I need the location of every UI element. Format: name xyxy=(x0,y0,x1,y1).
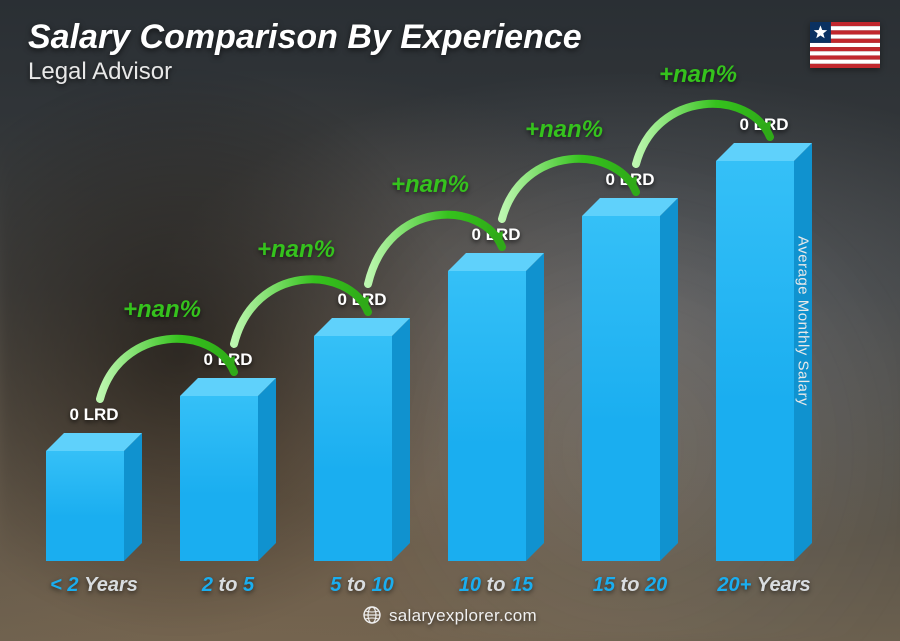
delta-arc xyxy=(616,77,790,182)
delta-label: +nan% xyxy=(659,61,737,89)
x-axis-label: 15 to 20 xyxy=(593,574,668,597)
delta-label: +nan% xyxy=(123,296,201,324)
bar-front xyxy=(716,161,794,561)
x-axis-label: 2 to 5 xyxy=(202,574,254,597)
x-axis-label: < 2 Years xyxy=(50,574,138,597)
globe-icon xyxy=(363,606,381,629)
delta-label: +nan% xyxy=(391,171,469,199)
bar-front xyxy=(314,336,392,561)
bar-front xyxy=(180,396,258,561)
bar-side xyxy=(258,378,276,561)
bar xyxy=(582,216,678,561)
footer: salaryexplorer.com xyxy=(0,606,900,629)
bar-front xyxy=(46,451,124,561)
chart-title: Salary Comparison By Experience xyxy=(28,18,582,57)
y-axis-label: Average Monthly Salary xyxy=(795,236,812,406)
chart-stage: Salary Comparison By Experience Legal Ad… xyxy=(0,0,900,641)
bar-side xyxy=(124,433,142,561)
bar-chart: 0 LRD< 2 Years0 LRD2 to 50 LRD5 to 100 L… xyxy=(40,100,840,561)
chart-subtitle: Legal Advisor xyxy=(28,58,172,86)
x-axis-label: 10 to 15 xyxy=(459,574,534,597)
bar-side xyxy=(660,198,678,561)
bar xyxy=(448,271,544,561)
bar-front xyxy=(582,216,660,561)
bar-side xyxy=(392,318,410,561)
bar xyxy=(46,451,142,561)
x-axis-label: 5 to 10 xyxy=(330,574,393,597)
footer-text: salaryexplorer.com xyxy=(389,606,537,625)
flag-icon xyxy=(810,22,880,68)
delta-label: +nan% xyxy=(525,116,603,144)
delta-label: +nan% xyxy=(257,236,335,264)
x-axis-label: 20+ Years xyxy=(717,574,810,597)
bar-side xyxy=(526,253,544,561)
bar xyxy=(180,396,276,561)
bar xyxy=(314,336,410,561)
bar-front xyxy=(448,271,526,561)
